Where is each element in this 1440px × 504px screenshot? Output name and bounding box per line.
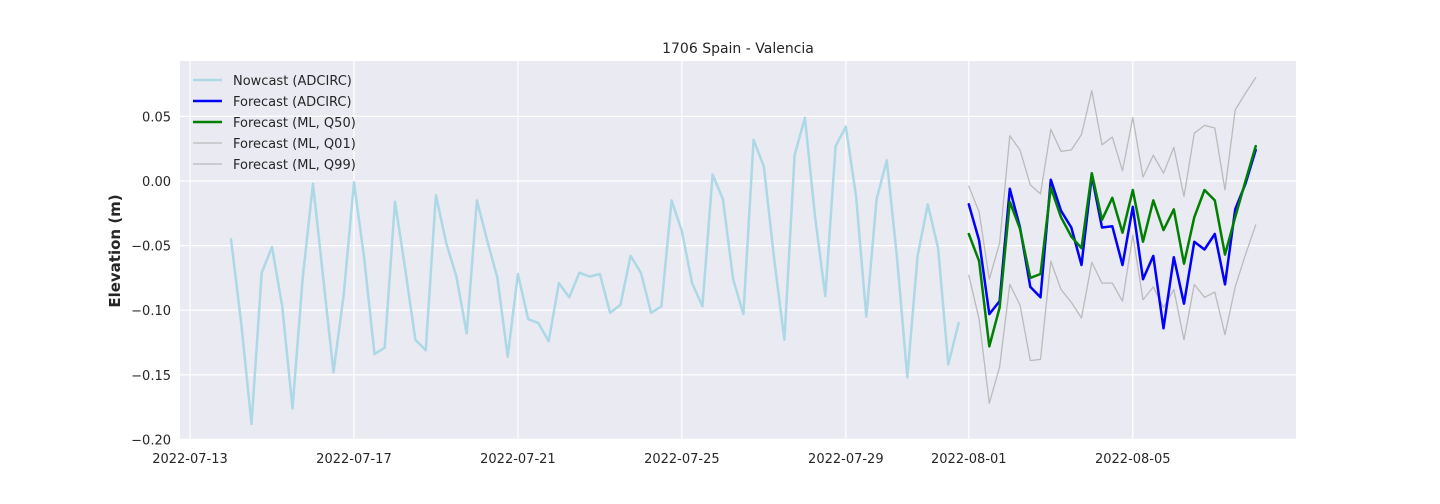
x-tick-label: 2022-08-05: [1095, 452, 1171, 467]
legend-entry: Forecast (ML, Q01): [233, 137, 356, 152]
y-tick-label: −0.15: [131, 369, 171, 384]
series-line-1: [967, 148, 1257, 330]
series-line-3: [968, 224, 1257, 404]
x-tick-label: 2022-07-29: [808, 452, 884, 467]
y-axis-label: Elevation (m): [106, 194, 124, 307]
legend-entry: Nowcast (ADCIRC): [233, 74, 352, 89]
y-tick-label: 0.00: [142, 175, 171, 190]
legend-entry: Forecast (ML, Q99): [233, 158, 356, 173]
x-tick-label: 2022-07-17: [316, 452, 392, 467]
series-line-2: [967, 144, 1257, 348]
series-line-0: [229, 116, 960, 426]
x-tick-label: 2022-07-21: [480, 452, 556, 467]
x-tick-label: 2022-07-13: [152, 452, 228, 467]
series-group: [229, 76, 1257, 426]
legend-entry: Forecast (ADCIRC): [233, 95, 352, 110]
x-tick-label: 2022-07-25: [644, 452, 720, 467]
legend-entry: Forecast (ML, Q50): [233, 116, 356, 131]
chart-title: 1706 Spain - Valencia: [662, 41, 814, 57]
x-axis-ticks: 2022-07-13 2022-07-17 2022-07-21 2022-07-25…: [152, 452, 1170, 467]
y-tick-label: 0.05: [142, 110, 171, 125]
x-tick-label: 2022-08-01: [931, 452, 1007, 467]
plot-area: [180, 61, 1296, 440]
y-axis-ticks: 0.05 0.00 −0.05 −0.10 −0.15 −0.20: [131, 110, 171, 448]
legend: Nowcast (ADCIRC) Forecast (ADCIRC) Forecas…: [193, 74, 356, 173]
grid-lines: [180, 61, 1296, 440]
series-line-4: [968, 76, 1257, 280]
y-tick-label: −0.05: [131, 240, 171, 255]
y-tick-label: −0.20: [131, 433, 171, 448]
y-tick-label: −0.10: [131, 304, 171, 319]
